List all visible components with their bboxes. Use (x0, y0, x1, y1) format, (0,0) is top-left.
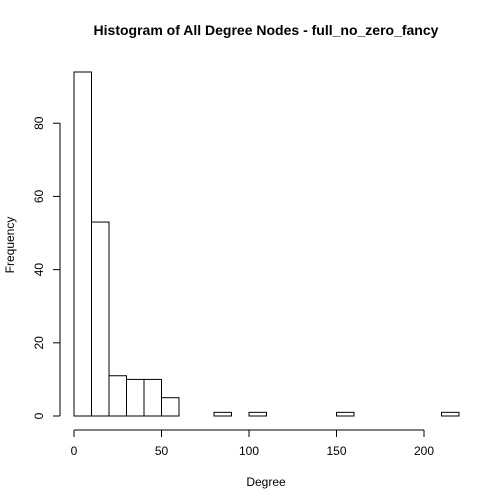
histogram-bar (161, 397, 180, 417)
y-axis: 0 20 40 60 80 (32, 116, 61, 419)
histogram-bar (126, 378, 145, 417)
histogram-bar (108, 375, 127, 417)
y-tick-label: 80 (32, 116, 46, 130)
bars-group (73, 71, 460, 417)
histogram-bar (336, 411, 355, 417)
x-tick-label: 50 (155, 444, 169, 458)
x-axis-label: Degree (246, 475, 286, 489)
x-tick-label: 0 (71, 444, 78, 458)
x-axis: 0 50 100 150 200 (71, 429, 434, 458)
x-tick-label: 200 (414, 444, 434, 458)
histogram-bar (213, 411, 232, 417)
histogram-bar (143, 378, 162, 417)
y-tick-label: 40 (32, 263, 46, 277)
histogram-bar (441, 411, 460, 417)
histogram-bar (73, 71, 92, 417)
x-tick-label: 100 (239, 444, 259, 458)
x-tick-label: 150 (326, 444, 346, 458)
chart-title: Histogram of All Degree Nodes - full_no_… (94, 22, 439, 38)
y-tick-label: 60 (32, 189, 46, 203)
histogram-bar (248, 411, 267, 417)
y-tick-label: 20 (32, 336, 46, 350)
histogram-bar (91, 221, 110, 417)
y-tick-label: 0 (32, 412, 46, 419)
y-axis-label: Frequency (3, 217, 17, 274)
